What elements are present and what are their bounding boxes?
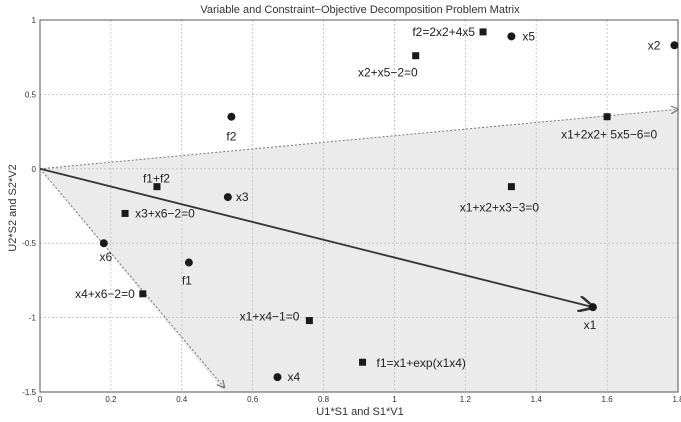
shaded-region xyxy=(40,109,678,392)
label-x2+x5−2=0: x2+x5−2=0 xyxy=(358,66,418,80)
label-x1: x1 xyxy=(584,318,597,332)
y-tick-label: 1 xyxy=(32,16,37,25)
y-tick-label: -1 xyxy=(29,314,37,323)
label-x3: x3 xyxy=(236,190,249,204)
label-x3+x6−2=0: x3+x6−2=0 xyxy=(135,206,195,220)
x-tick-label: 1.4 xyxy=(531,395,543,404)
label-x4+x6−2=0: x4+x6−2=0 xyxy=(75,287,135,301)
point-x1+x4−1=0 xyxy=(305,317,313,325)
y-tick-label: -0.5 xyxy=(22,239,36,248)
point-x2 xyxy=(670,41,679,50)
label-x4: x4 xyxy=(287,370,300,384)
x-tick-label: 1.8 xyxy=(672,395,681,404)
point-x2+x5−2=0 xyxy=(412,52,420,60)
y-axis-label: U2*S2 and S2*V2 xyxy=(7,164,19,251)
point-x1+2x2+ 5x5−6=0 xyxy=(603,113,611,121)
label-x2: x2 xyxy=(648,38,661,52)
y-tick-label: -1.5 xyxy=(22,388,36,397)
label-x6: x6 xyxy=(99,250,112,264)
x-tick-label: 0.2 xyxy=(105,395,117,404)
dotted-vector xyxy=(39,109,678,170)
point-x4+x6−2=0 xyxy=(139,290,147,298)
y-tick-label: 0.5 xyxy=(25,90,37,99)
label-x1+2x2+ 5x5−6=0: x1+2x2+ 5x5−6=0 xyxy=(561,128,657,142)
y-tick-label: 0 xyxy=(32,165,37,174)
plot-border xyxy=(39,19,679,393)
x-tick-label: 0.4 xyxy=(176,395,188,404)
x-tick-label: 1 xyxy=(392,395,397,404)
point-f1=x1+exp(x1x4) xyxy=(359,358,367,366)
label-x1+x2+x3−3=0: x1+x2+x3−3=0 xyxy=(460,201,540,215)
label-f1+f2: f1+f2 xyxy=(143,172,170,186)
x-tick-label: 0.8 xyxy=(318,395,330,404)
point-x3+x6−2=0 xyxy=(121,209,129,217)
label-f1: f1 xyxy=(182,274,192,288)
label-f2=2x2+4x5: f2=2x2+4x5 xyxy=(412,25,475,39)
point-x1 xyxy=(588,303,597,312)
point-x4 xyxy=(273,373,282,382)
label-f2: f2 xyxy=(226,130,236,144)
point-f1+f2 xyxy=(153,183,161,191)
point-x5 xyxy=(507,32,516,41)
chart-title: Variable and Constraint−Objective Decomp… xyxy=(200,4,520,16)
x-axis-label: U1*S1 and S1*V1 xyxy=(316,406,403,418)
point-f2=2x2+4x5 xyxy=(479,28,487,36)
x-tick-label: 1.2 xyxy=(460,395,472,404)
x-tick-label: 0.6 xyxy=(247,395,259,404)
label-x5: x5 xyxy=(522,29,535,43)
point-f1 xyxy=(184,258,193,267)
label-x1+x4−1=0: x1+x4−1=0 xyxy=(240,310,300,324)
x-tick-label: 1.6 xyxy=(602,395,614,404)
main-vector xyxy=(39,167,593,307)
label-f1=x1+exp(x1x4): f1=x1+exp(x1x4) xyxy=(377,356,466,370)
x-tick-label: 0 xyxy=(38,395,43,404)
point-x6 xyxy=(99,239,108,248)
point-x3 xyxy=(223,193,232,202)
point-f2 xyxy=(227,112,236,121)
point-x1+x2+x3−3=0 xyxy=(507,183,515,191)
